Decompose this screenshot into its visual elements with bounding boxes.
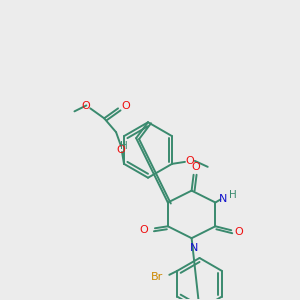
Text: O: O: [235, 227, 244, 237]
Text: O: O: [122, 101, 130, 111]
Text: O: O: [81, 101, 90, 111]
Text: O: O: [140, 225, 148, 235]
Text: O: O: [185, 156, 194, 166]
Text: H: H: [229, 190, 237, 200]
Text: H: H: [120, 141, 128, 151]
Text: N: N: [219, 194, 227, 203]
Text: O: O: [191, 162, 200, 172]
Text: N: N: [189, 243, 198, 253]
Text: Br: Br: [151, 272, 164, 282]
Text: O: O: [117, 145, 125, 155]
